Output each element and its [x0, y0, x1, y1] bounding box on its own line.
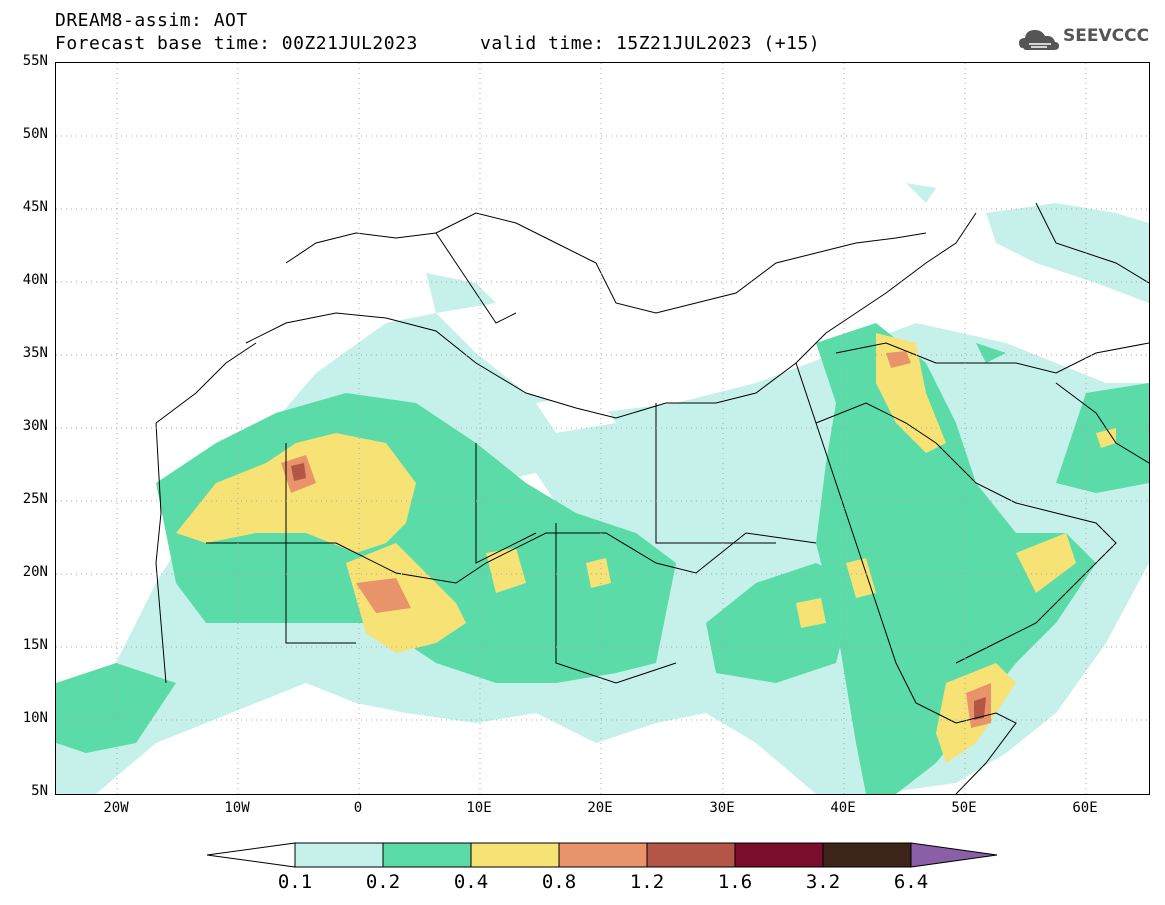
colorbar-label: 1.6 [717, 871, 753, 893]
colorbar-bin [470, 842, 560, 868]
lat-tick: 45N [22, 199, 48, 215]
lat-tick: 30N [22, 418, 48, 434]
colorbar-bin [646, 842, 736, 868]
lat-tick: 55N [22, 53, 48, 69]
lat-tick: 20N [22, 564, 48, 580]
aot-map [55, 62, 1150, 795]
colorbar-high-arrow [910, 842, 998, 868]
lat-tick: 40N [22, 272, 48, 288]
lon-tick: 10W [224, 800, 250, 816]
seevccc-logo: SEEVCCC [1063, 26, 1150, 46]
lon-tick: 20W [103, 800, 129, 816]
lat-tick: 10N [22, 710, 48, 726]
map-title: DREAM8-assim: AOT [55, 10, 248, 31]
colorbar-label: 6.4 [893, 871, 929, 893]
colorbar-label: 0.2 [365, 871, 401, 893]
colorbar-bin [382, 842, 472, 868]
graticule [56, 63, 1149, 794]
colorbar-label: 0.1 [277, 871, 313, 893]
lon-tick: 60E [1072, 800, 1098, 816]
colorbar-bin [558, 842, 648, 868]
aot-colorbar [207, 842, 998, 868]
colorbar-bin [294, 842, 384, 868]
aot-level-1.2 [291, 463, 986, 720]
map-canvas [56, 63, 1149, 794]
colorbar-bin [822, 842, 912, 868]
lat-tick: 50N [22, 126, 48, 142]
lon-tick: 30E [709, 800, 735, 816]
lat-tick: 15N [22, 637, 48, 653]
lon-tick: 20E [587, 800, 613, 816]
colorbar-label: 0.8 [541, 871, 577, 893]
forecast-base-time: Forecast base time: 00Z21JUL2023 [55, 33, 418, 54]
lon-tick: 40E [830, 800, 856, 816]
colorbar-bin [734, 842, 824, 868]
lon-tick: 0 [353, 800, 363, 816]
lat-tick: 35N [22, 345, 48, 361]
colorbar-low-arrow [207, 842, 296, 868]
lat-tick: 25N [22, 491, 48, 507]
valid-time: valid time: 15Z21JUL2023 (+15) [480, 33, 821, 54]
colorbar-label: 1.2 [629, 871, 665, 893]
lon-tick: 50E [951, 800, 977, 816]
cloud-icon [1019, 30, 1059, 50]
lat-tick: 5N [31, 783, 48, 799]
colorbar-label: 3.2 [805, 871, 841, 893]
colorbar-label: 0.4 [453, 871, 489, 893]
lon-tick: 10E [466, 800, 492, 816]
